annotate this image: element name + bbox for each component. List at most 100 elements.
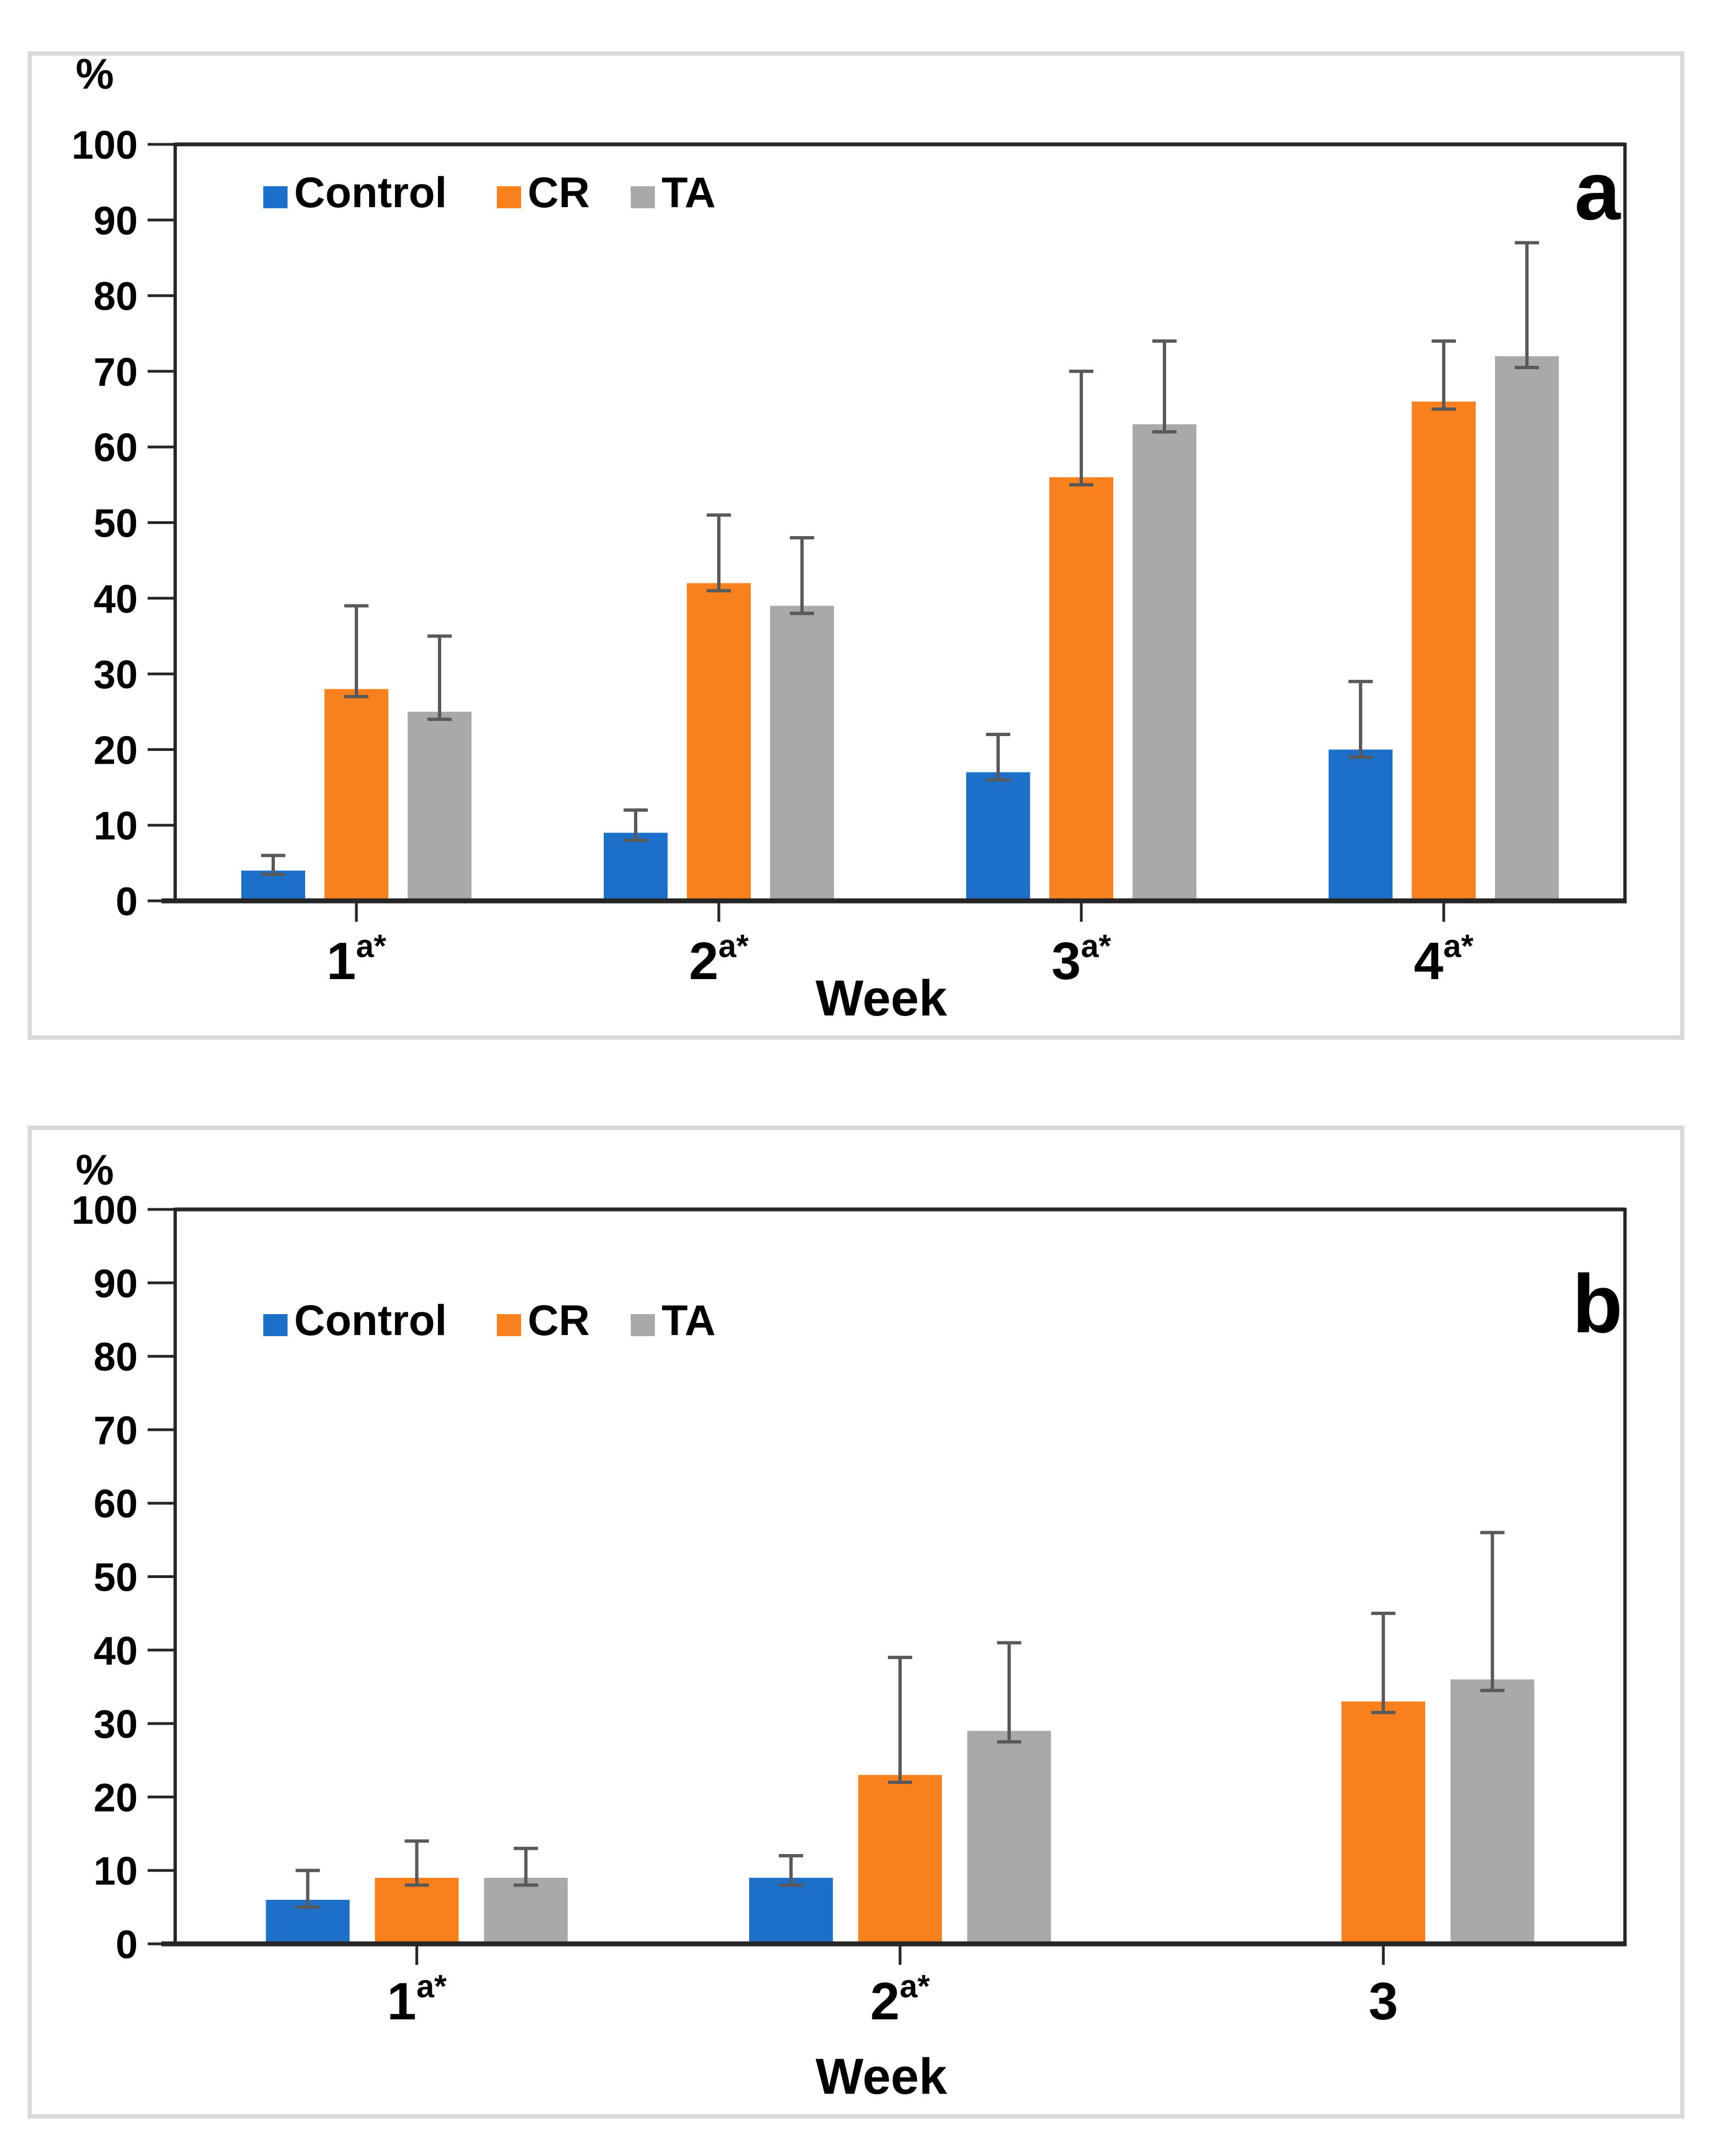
bar-cr-week1	[375, 1878, 459, 1944]
x-axis: 1a* 2a* 3a* 4a*	[327, 901, 1474, 991]
legend-label-cr: CR	[528, 1296, 590, 1344]
panel-letter-a: a	[1574, 144, 1621, 237]
y-axis-unit-label: %	[75, 51, 113, 98]
chart-a-svg: 0 10 20 30 40 50 60 70 80 90 100% 1a* 2a* 3a* 4a* Week C…	[28, 51, 1684, 1040]
y-tick-label-100: 100	[72, 123, 138, 167]
legend-swatch-cr	[497, 186, 521, 208]
y-tick-label-70: 70	[94, 350, 138, 395]
x-axis-title: Week	[816, 970, 948, 1026]
y-tick-label-60: 60	[94, 1482, 138, 1526]
bar-cr-week3	[1049, 477, 1113, 901]
error-bar-ta-week1	[427, 634, 452, 721]
error-bars-cr	[404, 1612, 1396, 1887]
y-tick-label-50: 50	[94, 502, 138, 546]
bar-ta-week4	[1495, 356, 1559, 901]
x-axis: 1a* 2a* 3	[387, 1944, 1398, 2031]
error-bar-ta-week2	[997, 1641, 1021, 1744]
bar-ta-week1	[484, 1878, 568, 1944]
legend: Control CR TA	[263, 168, 716, 217]
series-control	[241, 749, 1393, 901]
error-bar-ta-week1	[513, 1846, 538, 1887]
y-tick-label-10: 10	[94, 1850, 138, 1894]
chart-b-svg: 0 10 20 30 40 50 60 70 80 90 100% 1a* 2a* 3 Week Contro…	[28, 1126, 1684, 2119]
legend-item-control: Control	[263, 1296, 447, 1344]
error-bar-ta-week3	[1480, 1531, 1505, 1693]
legend-swatch-cr	[497, 1314, 521, 1336]
panel-border	[28, 1126, 1684, 2119]
error-bar-control-week4	[1348, 679, 1373, 759]
y-tick-label-20: 20	[94, 1776, 138, 1820]
error-bar-control-week1	[295, 1868, 320, 1909]
bar-ta-week3	[1133, 424, 1196, 901]
bar-cr-week3	[1341, 1701, 1426, 1944]
error-bar-cr-week1	[344, 604, 369, 699]
error-bar-ta-week4	[1515, 241, 1539, 370]
y-axis-unit-label: %	[75, 1145, 113, 1194]
legend-swatch-ta	[631, 186, 655, 208]
error-bar-cr-week2	[707, 513, 731, 593]
bar-control-week2	[749, 1878, 833, 1944]
x-category-label-2: 2a*	[689, 928, 749, 991]
panel-border	[28, 51, 1684, 1040]
panel-b: 0 10 20 30 40 50 60 70 80 90 100% 1a* 2a* 3 Week Contro…	[28, 1126, 1684, 2119]
panel-a: 0 10 20 30 40 50 60 70 80 90 100% 1a* 2a* 3a* 4a* Week C…	[28, 51, 1684, 1040]
error-bars-control	[261, 679, 1373, 876]
y-tick-label-80: 80	[94, 275, 138, 319]
x-category-label-2: 2a*	[870, 1969, 930, 2031]
error-bar-cr-week4	[1432, 339, 1456, 411]
error-bar-control-week2	[779, 1854, 803, 1887]
legend-label-ta: TA	[662, 1296, 716, 1344]
legend: Control CR TA	[263, 1296, 716, 1344]
x-category-label-4: 4a*	[1414, 928, 1474, 991]
panel-letter-b: b	[1572, 1257, 1623, 1350]
bar-control-week4	[1329, 749, 1393, 901]
y-tick-label-50: 50	[94, 1556, 138, 1600]
x-axis-title: Week	[816, 2049, 948, 2105]
legend-label-control: Control	[294, 1296, 447, 1344]
series-control	[266, 1878, 833, 1944]
legend-item-cr: CR	[497, 168, 590, 217]
error-bars-ta	[513, 1531, 1505, 1887]
y-tick-label-20: 20	[94, 728, 138, 772]
bar-ta-week1	[408, 711, 472, 901]
y-tick-label-60: 60	[94, 426, 138, 470]
legend-item-ta: TA	[631, 168, 716, 217]
error-bar-ta-week2	[790, 536, 814, 615]
y-tick-label-0: 0	[116, 1923, 138, 1967]
y-tick-label-100: 100	[72, 1188, 138, 1233]
series-cr	[375, 1701, 1426, 1944]
legend-label-ta: TA	[662, 168, 716, 217]
series-ta	[484, 1679, 1535, 1944]
bar-control-week3	[966, 772, 1030, 901]
bar-ta-week2	[967, 1731, 1051, 1944]
y-axis: 0 10 20 30 40 50 60 70 80 90 100	[72, 123, 175, 924]
bar-cr-week1	[324, 689, 388, 901]
y-tick-label-30: 30	[94, 1703, 138, 1747]
y-tick-label-40: 40	[94, 1629, 138, 1673]
y-tick-label-10: 10	[94, 804, 138, 849]
error-bar-cr-week2	[888, 1656, 912, 1784]
legend-swatch-control	[263, 1314, 288, 1336]
y-tick-label-90: 90	[94, 1262, 138, 1306]
error-bars-control	[295, 1854, 803, 1909]
y-tick-label-0: 0	[116, 880, 138, 924]
error-bars-cr	[344, 339, 1456, 699]
bar-cr-week2	[687, 583, 751, 901]
legend-item-control: Control	[263, 168, 447, 217]
series-ta	[408, 356, 1559, 901]
bar-cr-week2	[858, 1775, 942, 1944]
x-category-label-3: 3a*	[1052, 928, 1112, 991]
error-bar-control-week3	[986, 732, 1010, 782]
error-bar-cr-week1	[404, 1839, 429, 1887]
error-bar-cr-week3	[1069, 369, 1093, 487]
bar-ta-week3	[1450, 1679, 1535, 1944]
series-cr	[324, 401, 1476, 901]
error-bar-cr-week3	[1371, 1612, 1396, 1715]
legend-item-ta: TA	[631, 1296, 716, 1344]
y-tick-label-80: 80	[94, 1336, 138, 1380]
error-bar-ta-week3	[1152, 339, 1177, 434]
error-bar-control-week2	[624, 808, 648, 842]
y-axis: 0 10 20 30 40 50 60 70 80 90 100	[72, 1188, 175, 1967]
